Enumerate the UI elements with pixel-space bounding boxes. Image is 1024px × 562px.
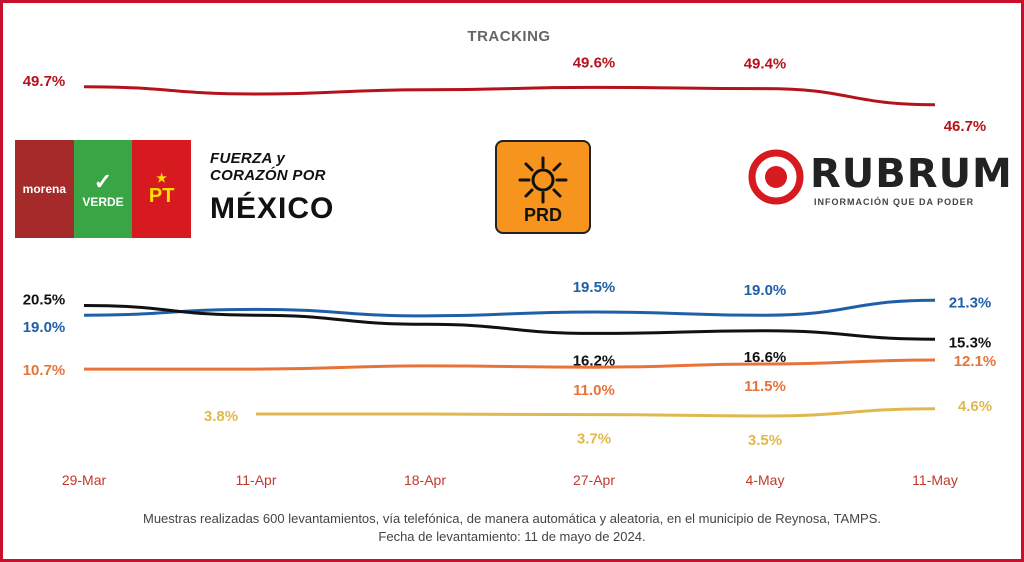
data-label: 3.7%	[577, 431, 611, 448]
data-label: 16.6%	[744, 349, 787, 366]
data-label: 21.3%	[949, 294, 992, 311]
star-icon: ★	[156, 170, 168, 185]
x-tick-label: 29-Mar	[62, 472, 107, 488]
data-label: 3.8%	[204, 408, 238, 425]
prd-logo: PRD	[495, 140, 591, 234]
data-label: 49.4%	[744, 56, 787, 73]
fuerza-logo-top: FUERZA y CORAZÓN POR	[210, 150, 326, 184]
data-label: 10.7%	[23, 362, 66, 379]
morena-logo: morena	[15, 140, 74, 238]
verde-icon: ✓	[93, 169, 113, 194]
prd-label: PRD	[523, 205, 562, 225]
coalition-logo: morena ✓ VERDE ★ PT	[15, 140, 192, 238]
data-label: 15.3%	[949, 334, 992, 351]
verde-logo: ✓ VERDE	[73, 140, 133, 238]
series-line-3	[83, 358, 936, 371]
series-line-4	[255, 407, 936, 418]
pt-logo: ★ PT	[132, 140, 192, 238]
data-label: 11.0%	[573, 382, 615, 399]
rubrum-target-icon	[748, 149, 804, 205]
morena-label: morena	[22, 182, 67, 196]
x-tick-label: 18-Apr	[404, 472, 446, 488]
data-label: 3.5%	[748, 432, 782, 449]
pt-label: PT	[148, 184, 175, 207]
series-line-0	[83, 85, 936, 107]
data-label: 49.7%	[23, 73, 66, 90]
sun-icon	[518, 156, 568, 204]
data-label: 19.0%	[23, 319, 66, 336]
data-label: 11.5%	[744, 378, 786, 395]
data-label: 16.2%	[573, 352, 616, 369]
x-tick-label: 11-May	[912, 472, 958, 488]
rubrum-tagline: INFORMACIÓN QUE DA PODER	[814, 197, 975, 207]
rubrum-logo: RUBRUM INFORMACIÓN QUE DA PODER	[748, 145, 1012, 220]
data-label: 19.5%	[573, 279, 616, 296]
fuerza-mexico-logo: FUERZA y CORAZÓN POR MÉXICO	[210, 150, 365, 240]
footer-date: Fecha de levantamiento: 11 de mayo de 20…	[378, 529, 646, 544]
x-tick-label: 4-May	[746, 472, 785, 488]
data-label: 49.6%	[573, 54, 616, 71]
data-label: 19.0%	[744, 282, 787, 299]
series-line-1	[83, 298, 936, 318]
verde-label: VERDE	[82, 195, 124, 209]
data-label: 4.6%	[958, 398, 992, 415]
x-tick-label: 11-Apr	[236, 472, 277, 488]
fuerza-logo-main: MÉXICO	[210, 192, 335, 225]
chart-title: TRACKING	[467, 28, 551, 45]
x-tick-label: 27-Apr	[573, 472, 615, 488]
data-label: 12.1%	[954, 353, 997, 370]
data-label: 46.7%	[944, 118, 987, 135]
series-line-2	[83, 303, 936, 341]
rubrum-name: RUBRUM	[810, 151, 1013, 197]
data-label: 20.5%	[23, 291, 66, 308]
footer-note: Muestras realizadas 600 levantamientos, …	[142, 511, 882, 526]
